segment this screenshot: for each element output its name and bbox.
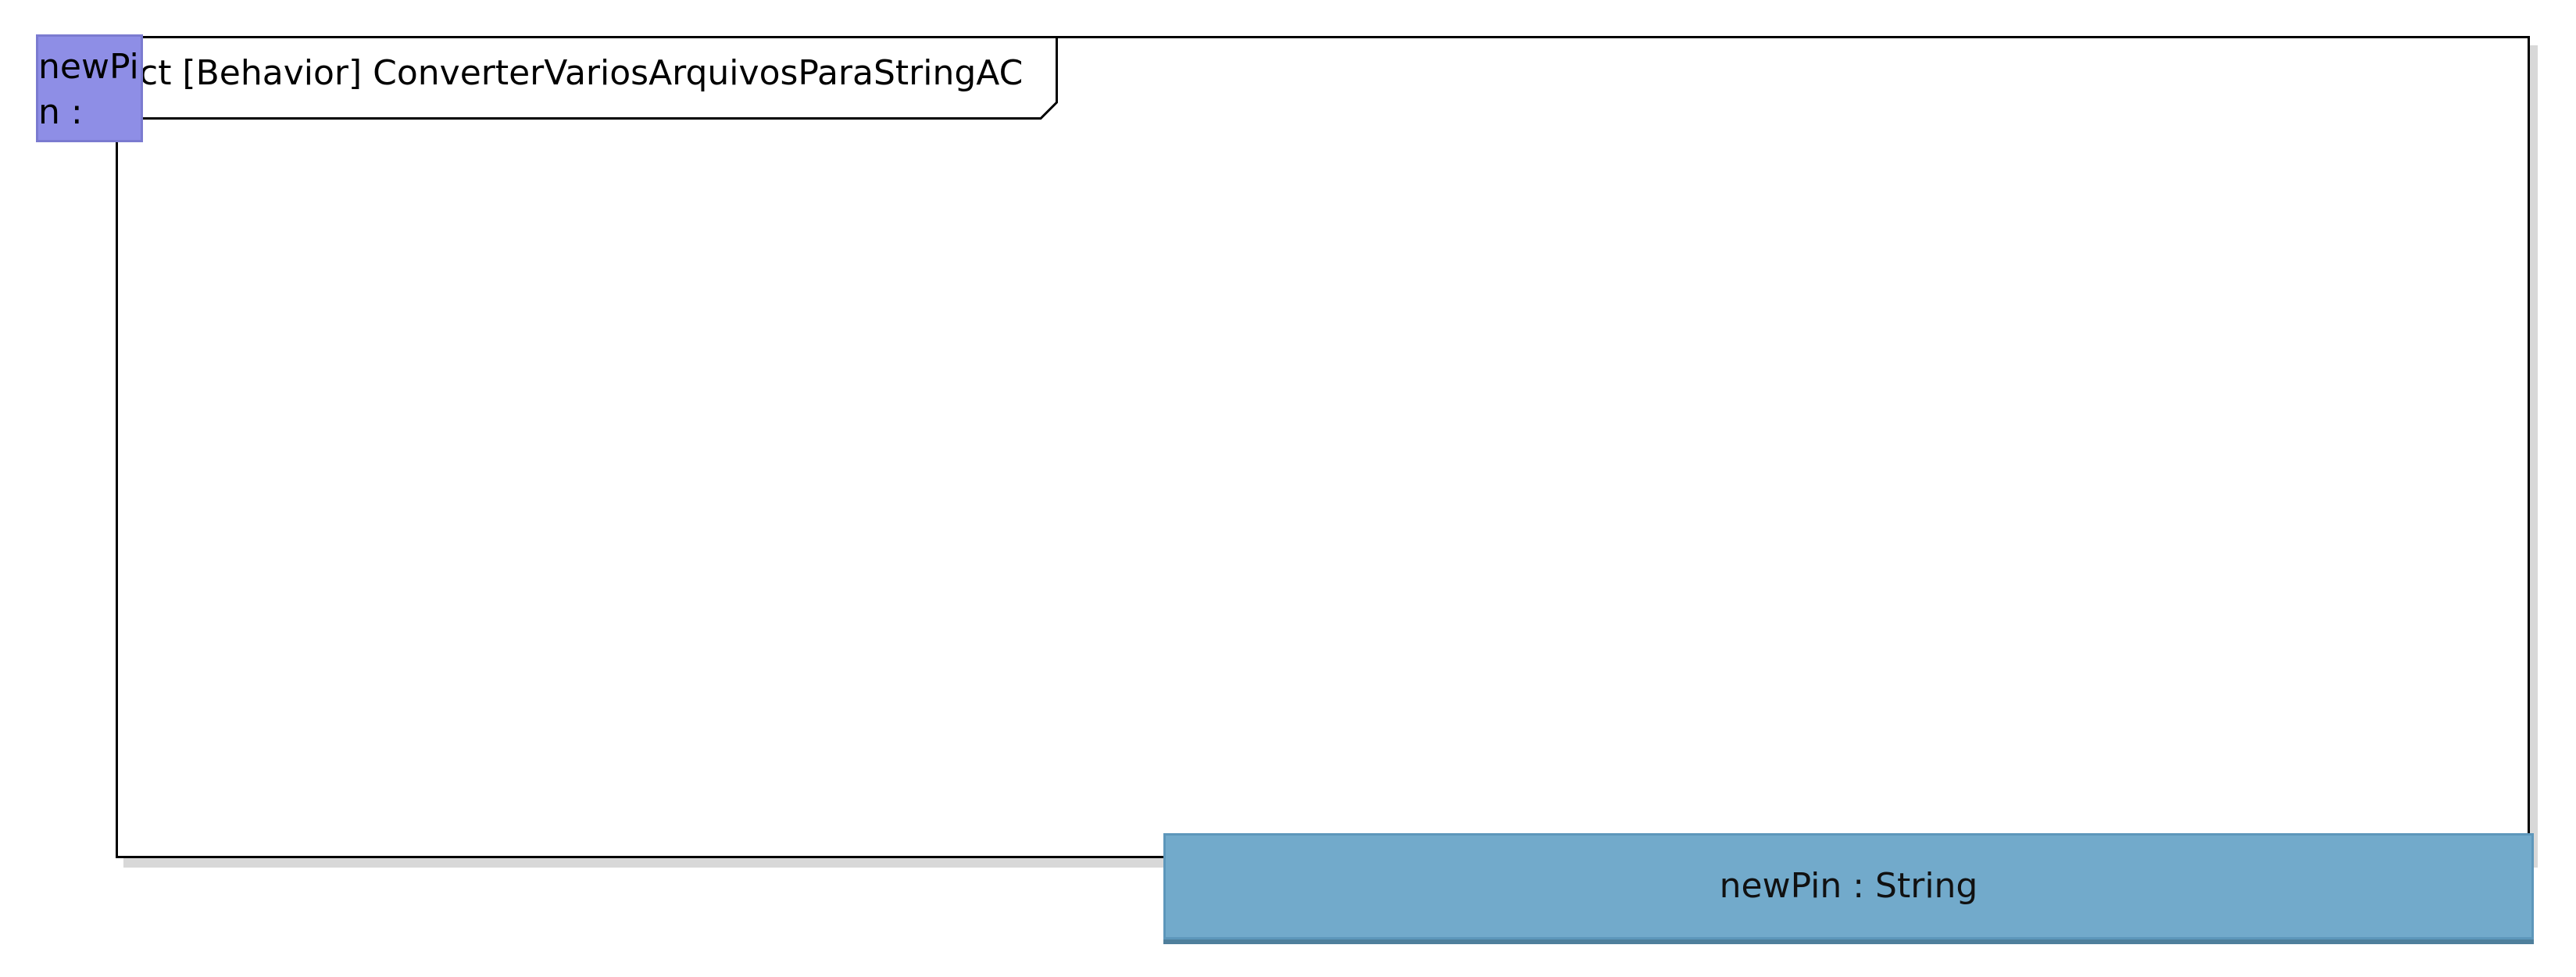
frame-tag-outline — [116, 36, 1058, 120]
parameter-pin-bottom-label: newPin : String — [1719, 866, 1978, 906]
frame-title: ct [Behavior] ConverterVariosArquivosPar… — [139, 53, 1024, 93]
activity-frame[interactable] — [116, 36, 2530, 858]
frame-name-tag: ct [Behavior] ConverterVariosArquivosPar… — [116, 36, 1058, 120]
parameter-pin-left[interactable]: newPin : A... — [36, 34, 143, 142]
parameter-pin-left-label: newPin : A... — [38, 47, 139, 140]
parameter-pin-bottom[interactable]: newPin : String — [1163, 833, 2534, 939]
